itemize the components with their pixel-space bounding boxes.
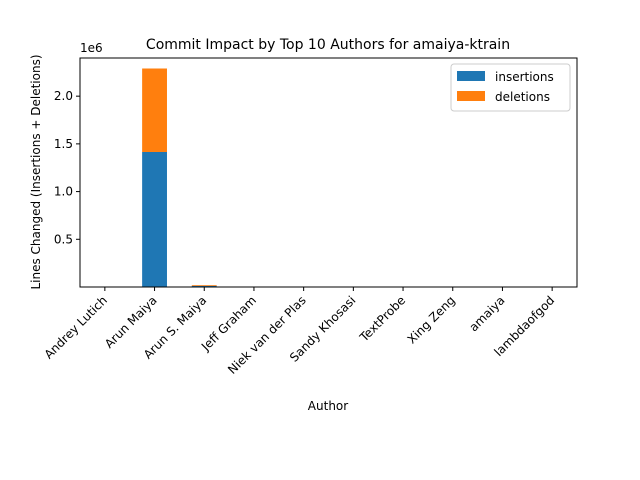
y-tick-label: 1.0 (54, 185, 73, 199)
y-axis-label: Lines Changed (Insertions + Deletions) (29, 54, 43, 289)
legend-swatch-deletions (457, 91, 485, 101)
chart-title: Commit Impact by Top 10 Authors for amai… (146, 37, 510, 53)
legend-label-insertions: insertions (495, 70, 554, 84)
plot-frame (79, 57, 578, 288)
legend-label-deletions: deletions (495, 90, 550, 104)
y-axis-ticks: 0.5 1.0 1.5 2.0 (54, 89, 80, 246)
x-axis-label: Author (308, 399, 348, 413)
legend: insertions deletions (450, 63, 571, 112)
bar-deletions-2 (191, 285, 217, 286)
y-offset-label: 1e6 (80, 41, 103, 55)
bar-deletions-1 (142, 68, 167, 152)
legend-swatch-insertions (457, 71, 485, 81)
bars-group (142, 68, 217, 287)
y-tick-label: 1.5 (54, 137, 73, 151)
bar-insertions-1 (142, 151, 167, 287)
y-tick-label: 0.5 (54, 232, 73, 246)
y-tick-label: 2.0 (54, 89, 73, 103)
bar-insertions-2 (191, 285, 217, 287)
